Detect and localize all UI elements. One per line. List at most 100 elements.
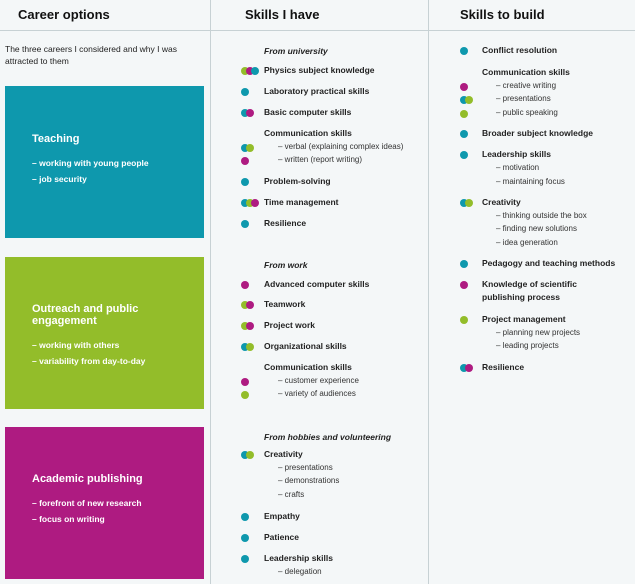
dot-green <box>246 144 254 152</box>
dot-green <box>246 451 254 459</box>
skill-item: publishing process <box>482 292 560 302</box>
skill-item: Time management <box>264 197 339 207</box>
skill-subitem: – crafts <box>278 490 305 499</box>
dot-green <box>241 391 249 399</box>
skill-subitem: – creative writing <box>496 81 557 90</box>
dot-teal <box>241 555 249 563</box>
career-point: – variability from day-to-day <box>32 356 146 366</box>
dot-green <box>241 67 249 75</box>
header-skills-i-have: Skills I have <box>245 7 320 22</box>
skill-item: Laboratory practical skills <box>264 86 370 96</box>
header-skills-to-build: Skills to build <box>460 7 545 22</box>
dot-magenta <box>246 301 254 309</box>
dot-teal <box>460 47 468 55</box>
dot-magenta <box>460 281 468 289</box>
dot-green <box>241 322 249 330</box>
dot-teal <box>241 109 249 117</box>
dot-green <box>241 301 249 309</box>
skill-subitem: – customer experience <box>278 376 359 385</box>
dot-green <box>465 96 473 104</box>
dot-magenta <box>251 199 259 207</box>
skill-subitem: – verbal (explaining complex ideas) <box>278 142 404 151</box>
skill-subitem: – thinking outside the box <box>496 211 587 220</box>
dot-teal <box>241 343 249 351</box>
skill-item: Knowledge of scientific <box>482 279 577 289</box>
skill-subitem: – maintaining focus <box>496 177 565 186</box>
dot-magenta <box>241 281 249 289</box>
dot-teal <box>241 220 249 228</box>
career-title: Outreach and public engagement <box>32 303 139 327</box>
section-heading-from-hobbies: From hobbies and volunteering <box>264 432 392 442</box>
header-divider <box>0 30 635 31</box>
skill-item: Leadership skills <box>482 149 551 159</box>
dot-magenta <box>465 364 473 372</box>
skill-item: Broader subject knowledge <box>482 128 593 138</box>
column-divider-2 <box>428 0 429 584</box>
intro-text: The three careers I considered and why I… <box>5 44 177 66</box>
dot-teal <box>460 364 468 372</box>
dot-green <box>246 343 254 351</box>
skill-item: Resilience <box>482 362 525 372</box>
skill-subitem: – presentations <box>278 463 333 472</box>
skill-subitem: – idea generation <box>496 238 558 247</box>
dot-magenta <box>241 378 249 386</box>
skill-item: Physics subject knowledge <box>264 65 375 75</box>
dot-magenta <box>460 83 468 91</box>
dot-teal <box>241 178 249 186</box>
skill-item: Problem-solving <box>264 176 331 186</box>
dot-teal <box>460 130 468 138</box>
skill-item: Pedagogy and teaching methods <box>482 258 616 268</box>
skill-subitem: – demonstrations <box>278 476 340 485</box>
skill-item: Creativity <box>264 449 303 459</box>
skill-subitem: – leading projects <box>496 341 559 350</box>
section-heading-from-work: From work <box>264 260 308 270</box>
header-career-options: Career options <box>18 7 110 22</box>
skill-item: Advanced computer skills <box>264 279 370 289</box>
dot-teal <box>241 513 249 521</box>
dot-magenta <box>246 109 254 117</box>
skill-subitem: – planning new projects <box>496 328 581 337</box>
skill-item: Project management <box>482 314 566 324</box>
career-point: – focus on writing <box>32 514 105 524</box>
skill-item: Communication skills <box>264 128 352 138</box>
career-point: – forefront of new research <box>32 498 142 508</box>
skill-item: Resilience <box>264 218 307 228</box>
dot-teal <box>241 534 249 542</box>
dot-green <box>460 316 468 324</box>
skill-subitem: – motivation <box>496 163 540 172</box>
skill-subitem: – presentations <box>496 94 551 103</box>
career-box-outreach: Outreach and public engagement – working… <box>5 257 204 409</box>
skill-item: Patience <box>264 532 299 542</box>
dot-teal <box>241 199 249 207</box>
skill-item: Conflict resolution <box>482 45 558 55</box>
dot-teal <box>241 88 249 96</box>
dot-green <box>465 199 473 207</box>
skill-item: Project work <box>264 320 316 330</box>
skill-subitem: – written (report writing) <box>278 155 363 164</box>
dot-teal <box>460 96 468 104</box>
dot-magenta <box>246 322 254 330</box>
career-title: Teaching <box>32 133 80 145</box>
section-heading-from-university: From university <box>264 46 328 56</box>
dot-teal <box>251 67 259 75</box>
skill-item: Communication skills <box>264 362 352 372</box>
dot-magenta <box>246 67 254 75</box>
dot-teal <box>241 451 249 459</box>
dot-green <box>460 110 468 118</box>
skill-subitem: – finding new solutions <box>496 224 577 233</box>
skill-subitem: – delegation <box>278 567 322 576</box>
career-box-academic-publishing: Academic publishing – forefront of new r… <box>5 427 204 579</box>
dot-green <box>246 199 254 207</box>
skill-item: Basic computer skills <box>264 107 352 117</box>
career-point: – job security <box>32 174 87 184</box>
skill-item: Empathy <box>264 511 300 521</box>
dot-teal <box>241 144 249 152</box>
career-point: – working with others <box>32 340 120 350</box>
career-box-teaching: Teaching – working with young people – j… <box>5 86 204 238</box>
skill-subitem: – variety of audiences <box>278 389 356 398</box>
dot-teal <box>460 199 468 207</box>
skill-item: Leadership skills <box>264 553 333 563</box>
dot-teal <box>460 151 468 159</box>
career-point: – working with young people <box>32 158 149 168</box>
skill-item: Creativity <box>482 197 521 207</box>
